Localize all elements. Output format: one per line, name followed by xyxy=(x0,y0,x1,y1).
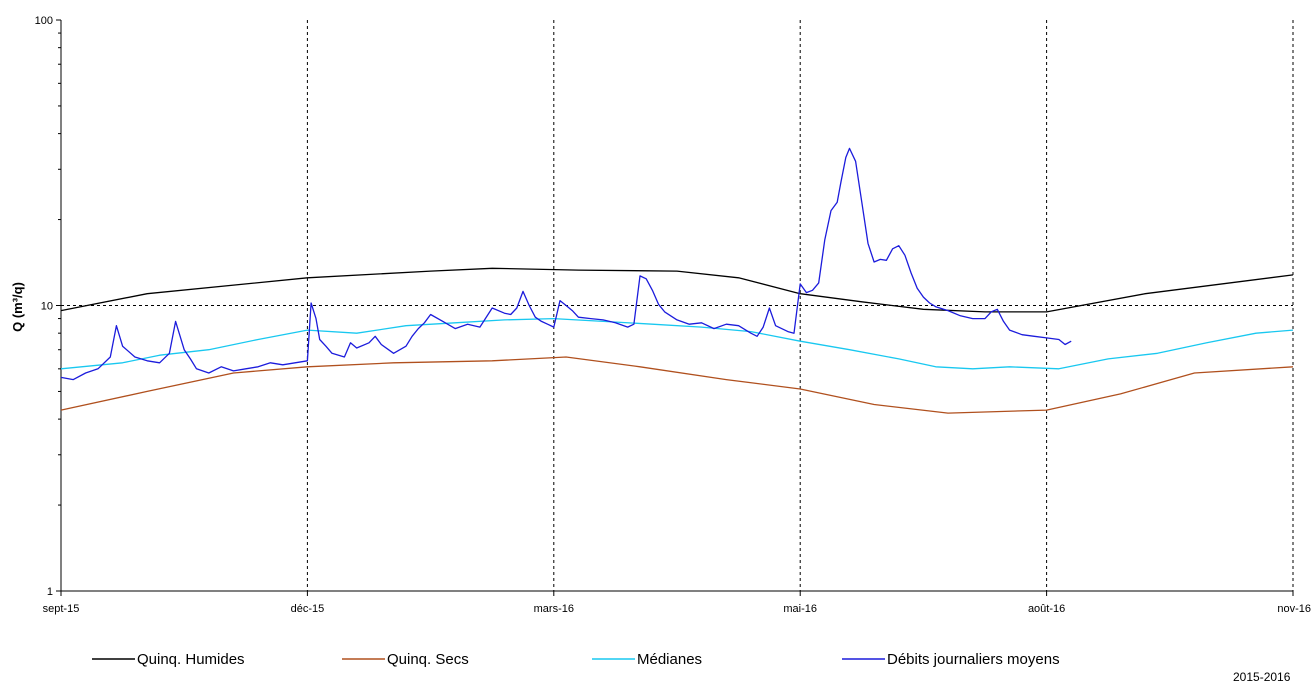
series-line-quinq-secs xyxy=(60,356,1294,414)
x-tick-label: mai-16 xyxy=(783,603,817,615)
x-tick-label: août-16 xyxy=(1028,603,1065,615)
y-tick-label: 100 xyxy=(35,15,53,27)
y-axis-title: Q (m³/q) xyxy=(10,282,25,332)
tick-labels: 1 10 100 sept-15 déc-15 mars-16 mai-16 août-16 n… xyxy=(35,15,1311,615)
x-tick-label: déc-15 xyxy=(291,603,325,615)
period-label: 2015-2016 xyxy=(1233,670,1291,684)
series-line-medianes xyxy=(60,317,1294,370)
series-lines xyxy=(60,147,1294,414)
x-tick-label: mars-16 xyxy=(534,603,574,615)
x-tick-label: nov-16 xyxy=(1277,603,1311,615)
axes xyxy=(56,19,1294,596)
series-line-quinq-humides xyxy=(60,267,1294,313)
x-tick-label: sept-15 xyxy=(43,603,80,615)
legend-label: Débits journaliers moyens xyxy=(887,651,1060,668)
y-tick-label: 10 xyxy=(41,301,53,313)
legend-label: Quinq. Secs xyxy=(387,651,469,668)
legend-label: Quinq. Humides xyxy=(137,651,245,668)
legend: Quinq. Humides Quinq. Secs Médianes Débits … xyxy=(92,651,1060,668)
grid-lines xyxy=(61,20,1293,591)
series-line-debits-journaliers-moyens xyxy=(60,147,1072,381)
legend-label: Médianes xyxy=(637,651,702,668)
y-tick-label: 1 xyxy=(47,586,53,598)
